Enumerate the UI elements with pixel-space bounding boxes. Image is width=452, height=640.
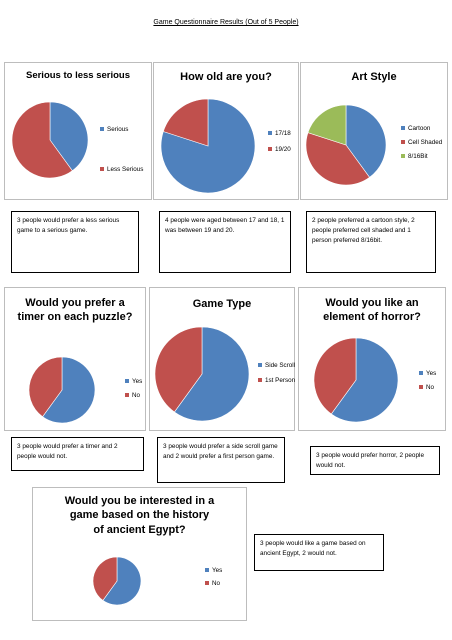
pie-slice-8-16bit — [307, 104, 347, 146]
note-egypt: 3 people would like a game based on anci… — [254, 534, 384, 571]
pie-slice-no — [28, 356, 63, 418]
legend-swatch — [125, 393, 129, 397]
legend-swatch — [100, 167, 104, 171]
legend-label-cell-shaded: Cell Shaded — [408, 139, 443, 146]
pie-chart: Yes No — [28, 356, 142, 424]
pie-slice-side-scroll — [173, 326, 250, 422]
legend-label-17-18: 17/18 — [275, 130, 291, 137]
chart-title: How old are you? — [180, 71, 272, 83]
pie-slice-yes — [42, 356, 96, 424]
note-art-style: 2 people preferred a cartoon style, 2 pe… — [306, 211, 436, 273]
chart-title: Art Style — [351, 71, 397, 83]
pie-slice-yes — [330, 337, 399, 423]
legend-swatch — [268, 147, 272, 151]
legend-swatch — [100, 127, 104, 131]
legend-swatch — [125, 379, 129, 383]
legend-swatch — [268, 131, 272, 135]
legend-label-8-16bit: 8/16Bit — [408, 153, 428, 160]
legend-label-less-serious: Less Serious — [107, 166, 143, 173]
chart-title: Game Type — [192, 298, 252, 310]
chart-title: Would you like an element of horror? — [323, 297, 421, 324]
legend-label-yes: Yes — [212, 567, 222, 574]
note-horror: 3 people would prefer horror, 2 people w… — [310, 446, 440, 475]
legend-label-serious: Serious — [107, 126, 128, 133]
legend-label-yes: Yes — [426, 370, 436, 377]
pie-slice-1st-person — [154, 326, 203, 413]
pie-chart: Yes No — [313, 337, 436, 423]
pie-slice-less-serious — [11, 101, 73, 179]
chart-title: Serious to less serious — [25, 70, 130, 81]
pie-slice-yes — [102, 556, 142, 606]
pie-slice-no — [92, 556, 118, 601]
pie-chart: Cartoon Cell Shaded 8/16Bit — [305, 104, 443, 186]
page-title: Game Questionnaire Results (Out of 5 Peo… — [153, 19, 299, 26]
legend-swatch — [419, 385, 423, 389]
pie-chart: Side Scroll 1st Person — [154, 326, 296, 422]
pie-slice-no — [313, 337, 357, 415]
legend-swatch — [419, 371, 423, 375]
pie-chart: Serious Less Serious — [11, 101, 143, 179]
chart-serious: Serious to less serious Serious Less Serio… — [4, 62, 152, 200]
pie-slice-cartoon — [345, 104, 387, 178]
legend-label-19-20: 19/20 — [275, 146, 291, 153]
legend-swatch — [258, 378, 262, 382]
note-timer: 3 people would prefer a timer and 2 peop… — [11, 437, 144, 471]
note-game-type: 3 people would prefer a side scroll game… — [157, 437, 285, 483]
chart-horror: Would you like an element of horror? Yes N… — [298, 287, 446, 431]
legend-label-1st-person: 1st Person — [265, 377, 296, 384]
chart-timer: Would you prefer a timer on each puzzle?… — [4, 287, 146, 431]
legend-swatch — [205, 568, 209, 572]
note-age: 4 people were aged between 17 and 18, 1 … — [159, 211, 291, 273]
chart-title: Would you be interested in a game based … — [64, 495, 215, 536]
legend-label-no: No — [212, 580, 221, 587]
legend-swatch — [258, 363, 262, 367]
pie-slice-serious — [49, 101, 89, 172]
note-serious: 3 people would prefer a less serious gam… — [11, 211, 139, 273]
legend-label-yes: Yes — [132, 378, 142, 385]
legend-swatch — [401, 126, 405, 130]
pie-slice-cell-shaded — [305, 132, 370, 186]
legend-swatch — [401, 140, 405, 144]
chart-game-type: Game Type Side Scroll 1st Person — [149, 287, 296, 431]
legend-swatch — [205, 581, 209, 585]
pie-chart: 17/18 19/20 — [160, 98, 291, 194]
chart-age: How old are you? 17/18 19/20 — [153, 62, 299, 200]
legend-label-cartoon: Cartoon — [408, 125, 431, 132]
pie-slice-19-20 — [162, 98, 209, 147]
chart-title: Would you prefer a timer on each puzzle? — [17, 297, 133, 324]
legend-label-side-scroll: Side Scroll — [265, 362, 295, 369]
legend-label-no: No — [132, 392, 141, 399]
pie-chart: Yes No — [92, 556, 222, 606]
chart-art-style: Art Style Cartoon Cell Shaded 8/16Bit — [300, 62, 448, 200]
chart-egypt: Would you be interested in a game based … — [32, 487, 247, 621]
legend-label-no: No — [426, 384, 435, 391]
legend-swatch — [401, 154, 405, 158]
